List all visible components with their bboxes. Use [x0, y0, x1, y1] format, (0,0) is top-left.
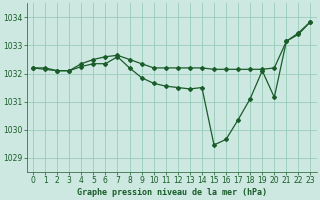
- X-axis label: Graphe pression niveau de la mer (hPa): Graphe pression niveau de la mer (hPa): [77, 188, 267, 197]
